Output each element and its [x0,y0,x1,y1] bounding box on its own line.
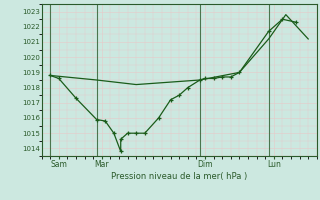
X-axis label: Pression niveau de la mer( hPa ): Pression niveau de la mer( hPa ) [111,172,247,181]
